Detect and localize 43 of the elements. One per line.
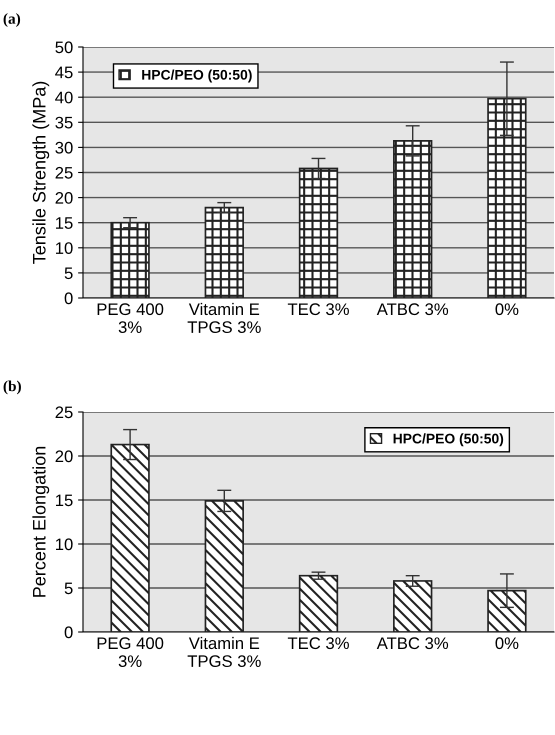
x-tick-label: Vitamin E TPGS 3% [188,636,261,668]
x-tick-label: TEC 3% [288,637,349,650]
bar [204,206,244,298]
y-tick-label: 15 [56,494,73,506]
legend-label: HPC/PEO (50:50) [142,70,252,82]
bar [110,222,150,298]
y-tick-label: 5 [64,267,73,280]
bar [110,444,150,632]
y-tick-label: 35 [55,116,73,129]
x-tick-label: 0% [496,303,518,316]
bar [393,140,432,298]
x-tick-label: PEG 400 3% [98,637,164,668]
y-tick-label: 25 [56,166,73,179]
bar [487,98,527,298]
y-axis-title: Tensile Strength (MPa) [32,82,50,264]
y-tick-label: 10 [56,242,73,254]
y-tick-label: 45 [55,66,73,78]
y-tick-label: 25 [56,406,73,418]
x-tick-label: 0% [496,637,518,650]
y-tick-label: 0 [64,292,73,304]
x-tick-label: TEC 3% [288,303,349,316]
y-tick-label: 15 [56,217,73,229]
bar [393,580,432,632]
y-tick-label: 5 [64,582,73,594]
y-tick-label: 20 [56,450,73,462]
y-tick-label: 0 [64,626,73,638]
bar [487,590,527,632]
bar [298,574,338,632]
x-tick-label: ATBC 3% [376,303,448,316]
legend-label: HPC/PEO (50:50) [394,433,504,446]
x-tick-label: ATBC 3% [376,637,448,650]
y-tick-label: 10 [56,538,73,550]
y-axis-title: Percent Elongation [32,446,50,597]
bar [298,168,338,298]
chart-title: (b) [4,380,21,394]
y-tick-label: 20 [56,192,73,204]
y-tick-label: 30 [55,142,73,154]
y-tick-label: 40 [55,92,73,104]
bar [204,500,244,632]
y-tick-label: 50 [55,41,73,54]
x-tick-label: Vitamin E TPGS 3% [188,302,261,334]
x-tick-label: PEG 400 3% [98,303,164,334]
chart-title: (a) [4,13,20,27]
